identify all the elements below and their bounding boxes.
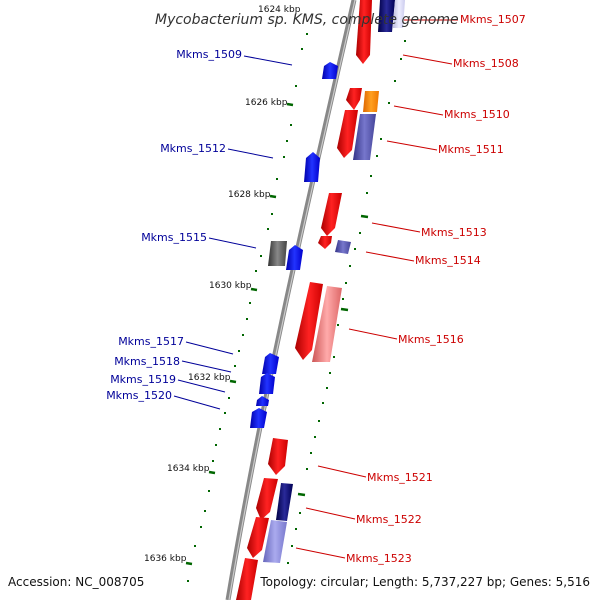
gene-label[interactable]: Mkms_1518: [114, 355, 180, 368]
gene-lavender[interactable]: [263, 520, 287, 563]
gene-label[interactable]: Mkms_1512: [160, 142, 226, 155]
gene-pink[interactable]: [312, 286, 342, 362]
kbp-label-1632: 1632 kbp: [188, 373, 231, 383]
kbp-label-1624: 1624 kbp: [258, 5, 301, 15]
gene-label[interactable]: Mkms_1514: [415, 254, 481, 267]
gene-slate[interactable]: [353, 114, 376, 160]
gene-blue[interactable]: [256, 396, 269, 406]
reverse-genes: [250, 62, 338, 428]
gene-label[interactable]: Mkms_1523: [346, 552, 412, 565]
forward-callout-lines: [295, 19, 458, 559]
gene-label[interactable]: Mkms_1521: [367, 471, 433, 484]
gene-red[interactable]: [268, 438, 288, 475]
gene-blue[interactable]: [259, 373, 275, 394]
kbp-label-1626: 1626 kbp: [245, 98, 288, 108]
reverse-gene-labels: Mkms_1509 Mkms_1512 Mkms_1515 Mkms_1517 …: [106, 48, 242, 402]
gene-orange[interactable]: [363, 91, 379, 112]
gene-red[interactable]: [236, 558, 258, 600]
gene-label[interactable]: Mkms_1519: [110, 373, 176, 386]
genome-backbone-highlight: [228, 0, 356, 600]
gene-pale[interactable]: [393, 0, 405, 28]
gene-red[interactable]: [256, 478, 278, 520]
gene-label[interactable]: Mkms_1516: [398, 333, 464, 346]
kbp-label-1630: 1630 kbp: [209, 281, 252, 291]
right-track-dots: [287, 40, 406, 564]
accession-text: Accession: NC_008705: [8, 575, 144, 589]
gene-blue[interactable]: [304, 152, 320, 182]
kbp-label-1634: 1634 kbp: [167, 464, 210, 474]
gene-red[interactable]: [295, 282, 323, 360]
forward-genes: [236, 0, 405, 600]
gene-navy[interactable]: [378, 0, 395, 32]
gene-red[interactable]: [346, 88, 362, 110]
forward-gene-labels: Mkms_1507 Mkms_1508 Mkms_1510 Mkms_1511 …: [346, 13, 526, 565]
gene-label[interactable]: Mkms_1508: [453, 57, 519, 70]
gene-red[interactable]: [321, 193, 342, 236]
gene-slate[interactable]: [335, 240, 351, 254]
scale-ticks: [185, 102, 369, 566]
gene-red[interactable]: [247, 517, 269, 558]
gene-label[interactable]: Mkms_1517: [118, 335, 184, 348]
gene-red[interactable]: [318, 236, 332, 249]
gene-label[interactable]: Mkms_1520: [106, 389, 172, 402]
gene-gray[interactable]: [268, 241, 287, 266]
reverse-callout-lines: [173, 55, 293, 410]
gene-label[interactable]: Mkms_1507: [460, 13, 526, 26]
gene-blue[interactable]: [262, 353, 279, 374]
gene-label[interactable]: Mkms_1522: [356, 513, 422, 526]
gene-label[interactable]: Mkms_1513: [421, 226, 487, 239]
gene-red[interactable]: [356, 0, 372, 64]
gene-red[interactable]: [337, 110, 358, 158]
scale-labels: 1624 kbp 1626 kbp 1628 kbp 1630 kbp 1632…: [144, 5, 301, 564]
gene-label[interactable]: Mkms_1509: [176, 48, 242, 61]
gene-blue[interactable]: [286, 245, 303, 270]
left-track-dots: [187, 33, 308, 582]
gene-blue[interactable]: [250, 408, 267, 428]
map-title: Mycobacterium sp. KMS, complete genome: [155, 12, 459, 28]
gene-navy[interactable]: [276, 483, 293, 521]
genome-stats-text: Topology: circular; Length: 5,737,227 bp…: [259, 575, 590, 589]
gene-label[interactable]: Mkms_1510: [444, 108, 510, 121]
gene-label[interactable]: Mkms_1515: [141, 231, 207, 244]
kbp-label-1636: 1636 kbp: [144, 554, 187, 564]
genome-backbone: [225, 0, 357, 600]
gene-blue[interactable]: [322, 62, 338, 79]
gene-label[interactable]: Mkms_1511: [438, 143, 504, 156]
kbp-label-1628: 1628 kbp: [228, 190, 271, 200]
